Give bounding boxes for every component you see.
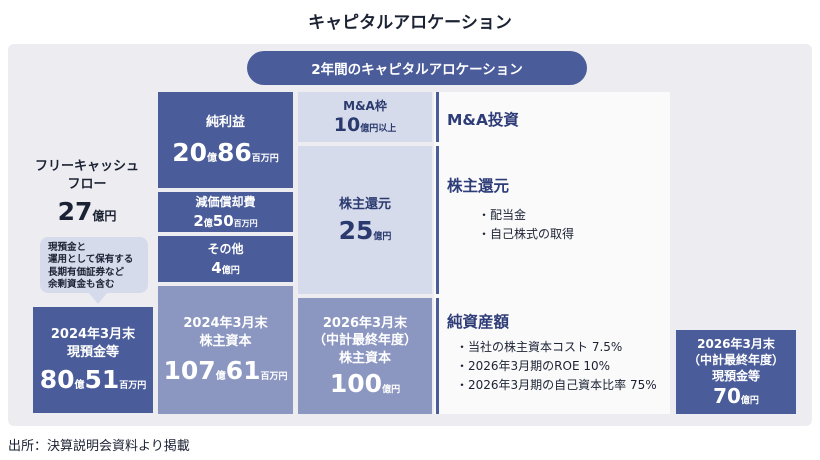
cash-2024-label1: 2024年3月末 [50, 327, 136, 343]
source-note: 出所：決算説明会資料より掲載 [8, 439, 190, 454]
net-income-value: 20億86百万円 [172, 137, 279, 167]
equity-2024-unit2: 百万円 [260, 372, 288, 383]
return-bullet-1: ・配当金 [478, 208, 527, 222]
ma-frame-num: 10 [333, 114, 361, 137]
equity-2026-box: 2026年3月末 （中計最終年度） 株主資本 100億円 [298, 298, 432, 414]
right-text-area [434, 92, 670, 414]
cash-2026-value: 70億円 [713, 384, 759, 408]
equity-2024-value: 107億61百万円 [164, 358, 288, 384]
cash-2026-box: 2026年3月末 （中計最終年度） 現預金等 70億円 [676, 330, 796, 414]
ma-frame-unit: 億円以上 [360, 124, 397, 135]
net-assets-bullet-3: ・2026年3月期の自己資本比率 75% [456, 378, 657, 393]
cash-2026-label1: 2026年3月末 [697, 336, 775, 351]
return-box-num: 25 [338, 215, 374, 245]
other-num: 4 [211, 258, 222, 277]
return-box-value: 25億円 [338, 215, 392, 245]
other-value: 4億円 [211, 258, 239, 277]
note-line2: 運用として保有する [48, 254, 134, 266]
ma-section-heading: M&A投資 [447, 111, 519, 129]
return-bullet-2: ・自己株式の取得 [478, 227, 575, 242]
depreciation-label: 減価償却費 [195, 195, 256, 210]
net-income-num2: 86 [216, 137, 252, 167]
page-title: キャピタルアロケーション [308, 13, 512, 33]
equity-2026-unit: 億円 [382, 385, 401, 396]
other-box: その他 4億円 [158, 236, 293, 282]
depreciation-num2: 50 [212, 211, 234, 230]
cash-2026-unit: 億円 [740, 396, 759, 407]
ma-frame-box: M&A枠 10億円以上 [298, 92, 432, 142]
note-line3: 長期有価証券など [48, 266, 125, 278]
equity-2026-value: 100億円 [330, 371, 400, 397]
equity-2026-label3: 株主資本 [338, 350, 391, 366]
equity-2026-label1: 2026年3月末 [322, 315, 408, 331]
net-assets-section-bullets: ・当社の株主資本コスト 7.5% ・2026年3月期のROE 10% ・2026… [456, 338, 657, 396]
depreciation-value: 2億50百万円 [193, 211, 257, 230]
net-assets-bullet-1: ・当社の株主資本コスト 7.5% [456, 340, 623, 354]
net-assets-section-heading: 純資産額 [447, 313, 510, 331]
equity-2024-unit1: 億 [215, 371, 226, 383]
banner-pill: 2年間のキャピタルアロケーション [247, 51, 587, 85]
cash-2024-unit1: 億 [74, 380, 85, 392]
fcf-unit: 億円 [92, 209, 117, 224]
cash-2026-label2: （中計最終年度） [687, 352, 784, 367]
return-box-label: 株主還元 [338, 197, 391, 213]
net-assets-section-bar [436, 298, 439, 414]
fcf-label-line2: フロー [67, 176, 107, 192]
fcf-number: 27 [57, 197, 93, 227]
equity-2024-num2: 61 [225, 356, 261, 386]
depreciation-num1: 2 [193, 211, 204, 230]
note-line4: 余剰資金も含む [48, 279, 115, 291]
fcf-label-line1: フリーキャッシュ [34, 159, 139, 175]
cash-2024-box: 2024年3月末 現預金等 80億51百万円 [33, 307, 153, 413]
cash-2024-num2: 51 [84, 365, 120, 395]
cash-2024-label2: 現預金等 [66, 344, 119, 360]
net-assets-bullet-2: ・2026年3月期のROE 10% [456, 359, 611, 374]
return-section-bar [436, 146, 439, 294]
fcf-label: フリーキャッシュ フロー 27億円 [22, 148, 152, 236]
return-section-heading: 株主還元 [447, 177, 510, 195]
cash-2024-unit2: 百万円 [119, 381, 147, 392]
note-line1: 現預金と [48, 242, 87, 253]
net-income-label: 純利益 [205, 115, 245, 131]
note-bubble-tail [88, 292, 108, 304]
return-box-unit: 億円 [373, 231, 392, 242]
cash-2026-num: 70 [713, 384, 741, 409]
net-income-num1: 20 [172, 137, 207, 167]
return-box: 株主還元 25億円 [298, 146, 432, 294]
other-label: その他 [207, 242, 244, 257]
cash-2024-num1: 80 [39, 365, 75, 395]
depreciation-unit1: 億 [203, 218, 213, 229]
note-bubble: 現預金と 運用として保有する 長期有価証券など 余剰資金も含む [40, 237, 148, 293]
ma-frame-value: 10億円以上 [334, 114, 396, 136]
equity-2026-label2: （中計最終年度） [312, 333, 417, 349]
return-section-bullets: ・配当金 ・自己株式の取得 [478, 206, 574, 244]
cash-2024-value: 80億51百万円 [40, 367, 147, 393]
equity-2026-num: 100 [329, 369, 383, 399]
net-income-box: 純利益 20億86百万円 [158, 92, 293, 188]
other-unit: 億円 [221, 265, 240, 276]
fcf-value: 27億円 [58, 199, 117, 225]
equity-2024-label1: 2024年3月末 [183, 316, 268, 332]
net-income-unit2: 百万円 [251, 153, 279, 164]
equity-2024-label2: 株主資本 [199, 333, 252, 349]
ma-section-bar [436, 92, 439, 142]
net-income-unit1: 億 [206, 152, 217, 164]
depreciation-box: 減価償却費 2億50百万円 [158, 192, 293, 232]
cash-2026-label3: 現預金等 [711, 369, 760, 384]
equity-2024-box: 2024年3月末 株主資本 107億61百万円 [158, 286, 293, 414]
equity-2024-num1: 107 [163, 356, 216, 386]
ma-frame-label: M&A枠 [343, 98, 387, 113]
depreciation-unit2: 百万円 [233, 218, 258, 228]
